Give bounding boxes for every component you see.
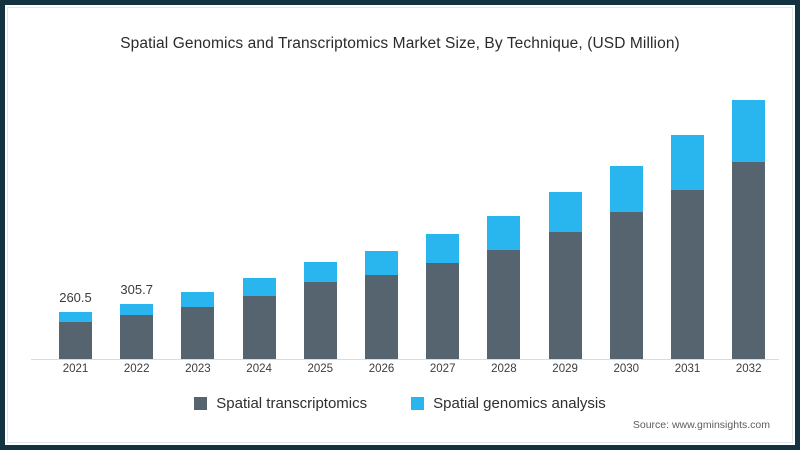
- bar-column-2032: [732, 99, 766, 360]
- legend-item-transcriptomics[interactable]: Spatial transcriptomics: [194, 395, 367, 412]
- bar-column-2022: 305.7: [120, 282, 154, 360]
- bar-segment-transcriptomics-2027: [426, 262, 460, 360]
- bar-column-2030: [609, 166, 643, 360]
- x-tick-label-2032: 2032: [735, 363, 762, 375]
- x-tick-label-2030: 2030: [613, 363, 640, 375]
- bar-segment-genomics-2025: [303, 262, 337, 283]
- bar-column-2025: [303, 262, 337, 360]
- x-tick-label-2026: 2026: [368, 363, 395, 375]
- bar-segment-genomics-2028: [487, 216, 521, 250]
- bar-segment-transcriptomics-2029: [548, 231, 582, 360]
- bar-column-2031: [671, 135, 704, 360]
- bar-segment-genomics-2021: [59, 312, 92, 322]
- bar-segment-transcriptomics-2028: [487, 250, 521, 360]
- bar-value-label-2021: 260.5: [59, 290, 92, 306]
- bar-series-container: 260.5 305.7: [31, 85, 779, 360]
- bar-column-2027: [426, 234, 460, 360]
- bar-segment-transcriptomics-2023: [181, 306, 215, 360]
- legend-item-genomics-analysis[interactable]: Spatial genomics analysis: [411, 395, 606, 412]
- legend-label: Spatial genomics analysis: [433, 395, 606, 412]
- bar-segment-transcriptomics-2022: [120, 315, 154, 360]
- bar-segment-transcriptomics-2025: [303, 282, 337, 360]
- source-caption: Source: www.gminsights.com: [632, 419, 770, 431]
- bar-segment-genomics-2032: [732, 99, 766, 162]
- x-axis-tick-labels: 2021 2022 2023 2024 2025 2026 2027 2028 2029 2030…: [31, 363, 779, 383]
- x-tick-label-2021: 2021: [62, 363, 89, 375]
- chart-legend: Spatial transcriptomics Spatial genomics …: [5, 395, 795, 412]
- bar-value-label-2022: 305.7: [120, 281, 153, 297]
- legend-swatch-icon: [411, 397, 425, 410]
- x-tick-label-2028: 2028: [491, 363, 517, 375]
- x-tick-label-2031: 2031: [674, 363, 701, 375]
- x-tick-label-2029: 2029: [552, 363, 578, 375]
- bar-segment-genomics-2029: [548, 191, 582, 232]
- bar-segment-genomics-2030: [609, 166, 643, 213]
- bar-segment-genomics-2026: [365, 251, 398, 275]
- bar-segment-transcriptomics-2021: [59, 321, 92, 360]
- bar-segment-genomics-2023: [181, 291, 215, 307]
- bar-column-2024: [242, 278, 276, 360]
- x-tick-label-2022: 2022: [123, 363, 150, 375]
- chart-title: Spatial Genomics and Transcriptomics Mar…: [120, 35, 680, 52]
- bar-segment-transcriptomics-2026: [365, 274, 398, 360]
- bar-column-2023: [181, 291, 215, 360]
- legend-label: Spatial transcriptomics: [216, 395, 368, 412]
- bar-segment-genomics-2024: [242, 278, 276, 296]
- bar-segment-genomics-2031: [671, 135, 704, 190]
- x-tick-label-2024: 2024: [246, 363, 272, 375]
- x-axis-line: [31, 359, 779, 360]
- bar-segment-transcriptomics-2032: [732, 162, 766, 360]
- bar-column-2028: [487, 216, 521, 360]
- bar-column-2021: 260.5: [59, 290, 92, 360]
- x-tick-label-2023: 2023: [185, 363, 211, 375]
- bar-column-2029: [548, 191, 582, 360]
- bar-segment-genomics-2022: [120, 303, 154, 316]
- plot-area: 260.5 305.7: [31, 85, 779, 360]
- x-tick-label-2025: 2025: [307, 363, 334, 375]
- bar-column-2026: [365, 251, 398, 360]
- legend-swatch-icon: [194, 397, 208, 410]
- x-tick-label-2027: 2027: [429, 363, 456, 375]
- bar-segment-transcriptomics-2031: [671, 189, 704, 360]
- bar-segment-transcriptomics-2030: [609, 212, 643, 360]
- bar-segment-transcriptomics-2024: [242, 295, 276, 360]
- bar-segment-genomics-2027: [426, 234, 460, 263]
